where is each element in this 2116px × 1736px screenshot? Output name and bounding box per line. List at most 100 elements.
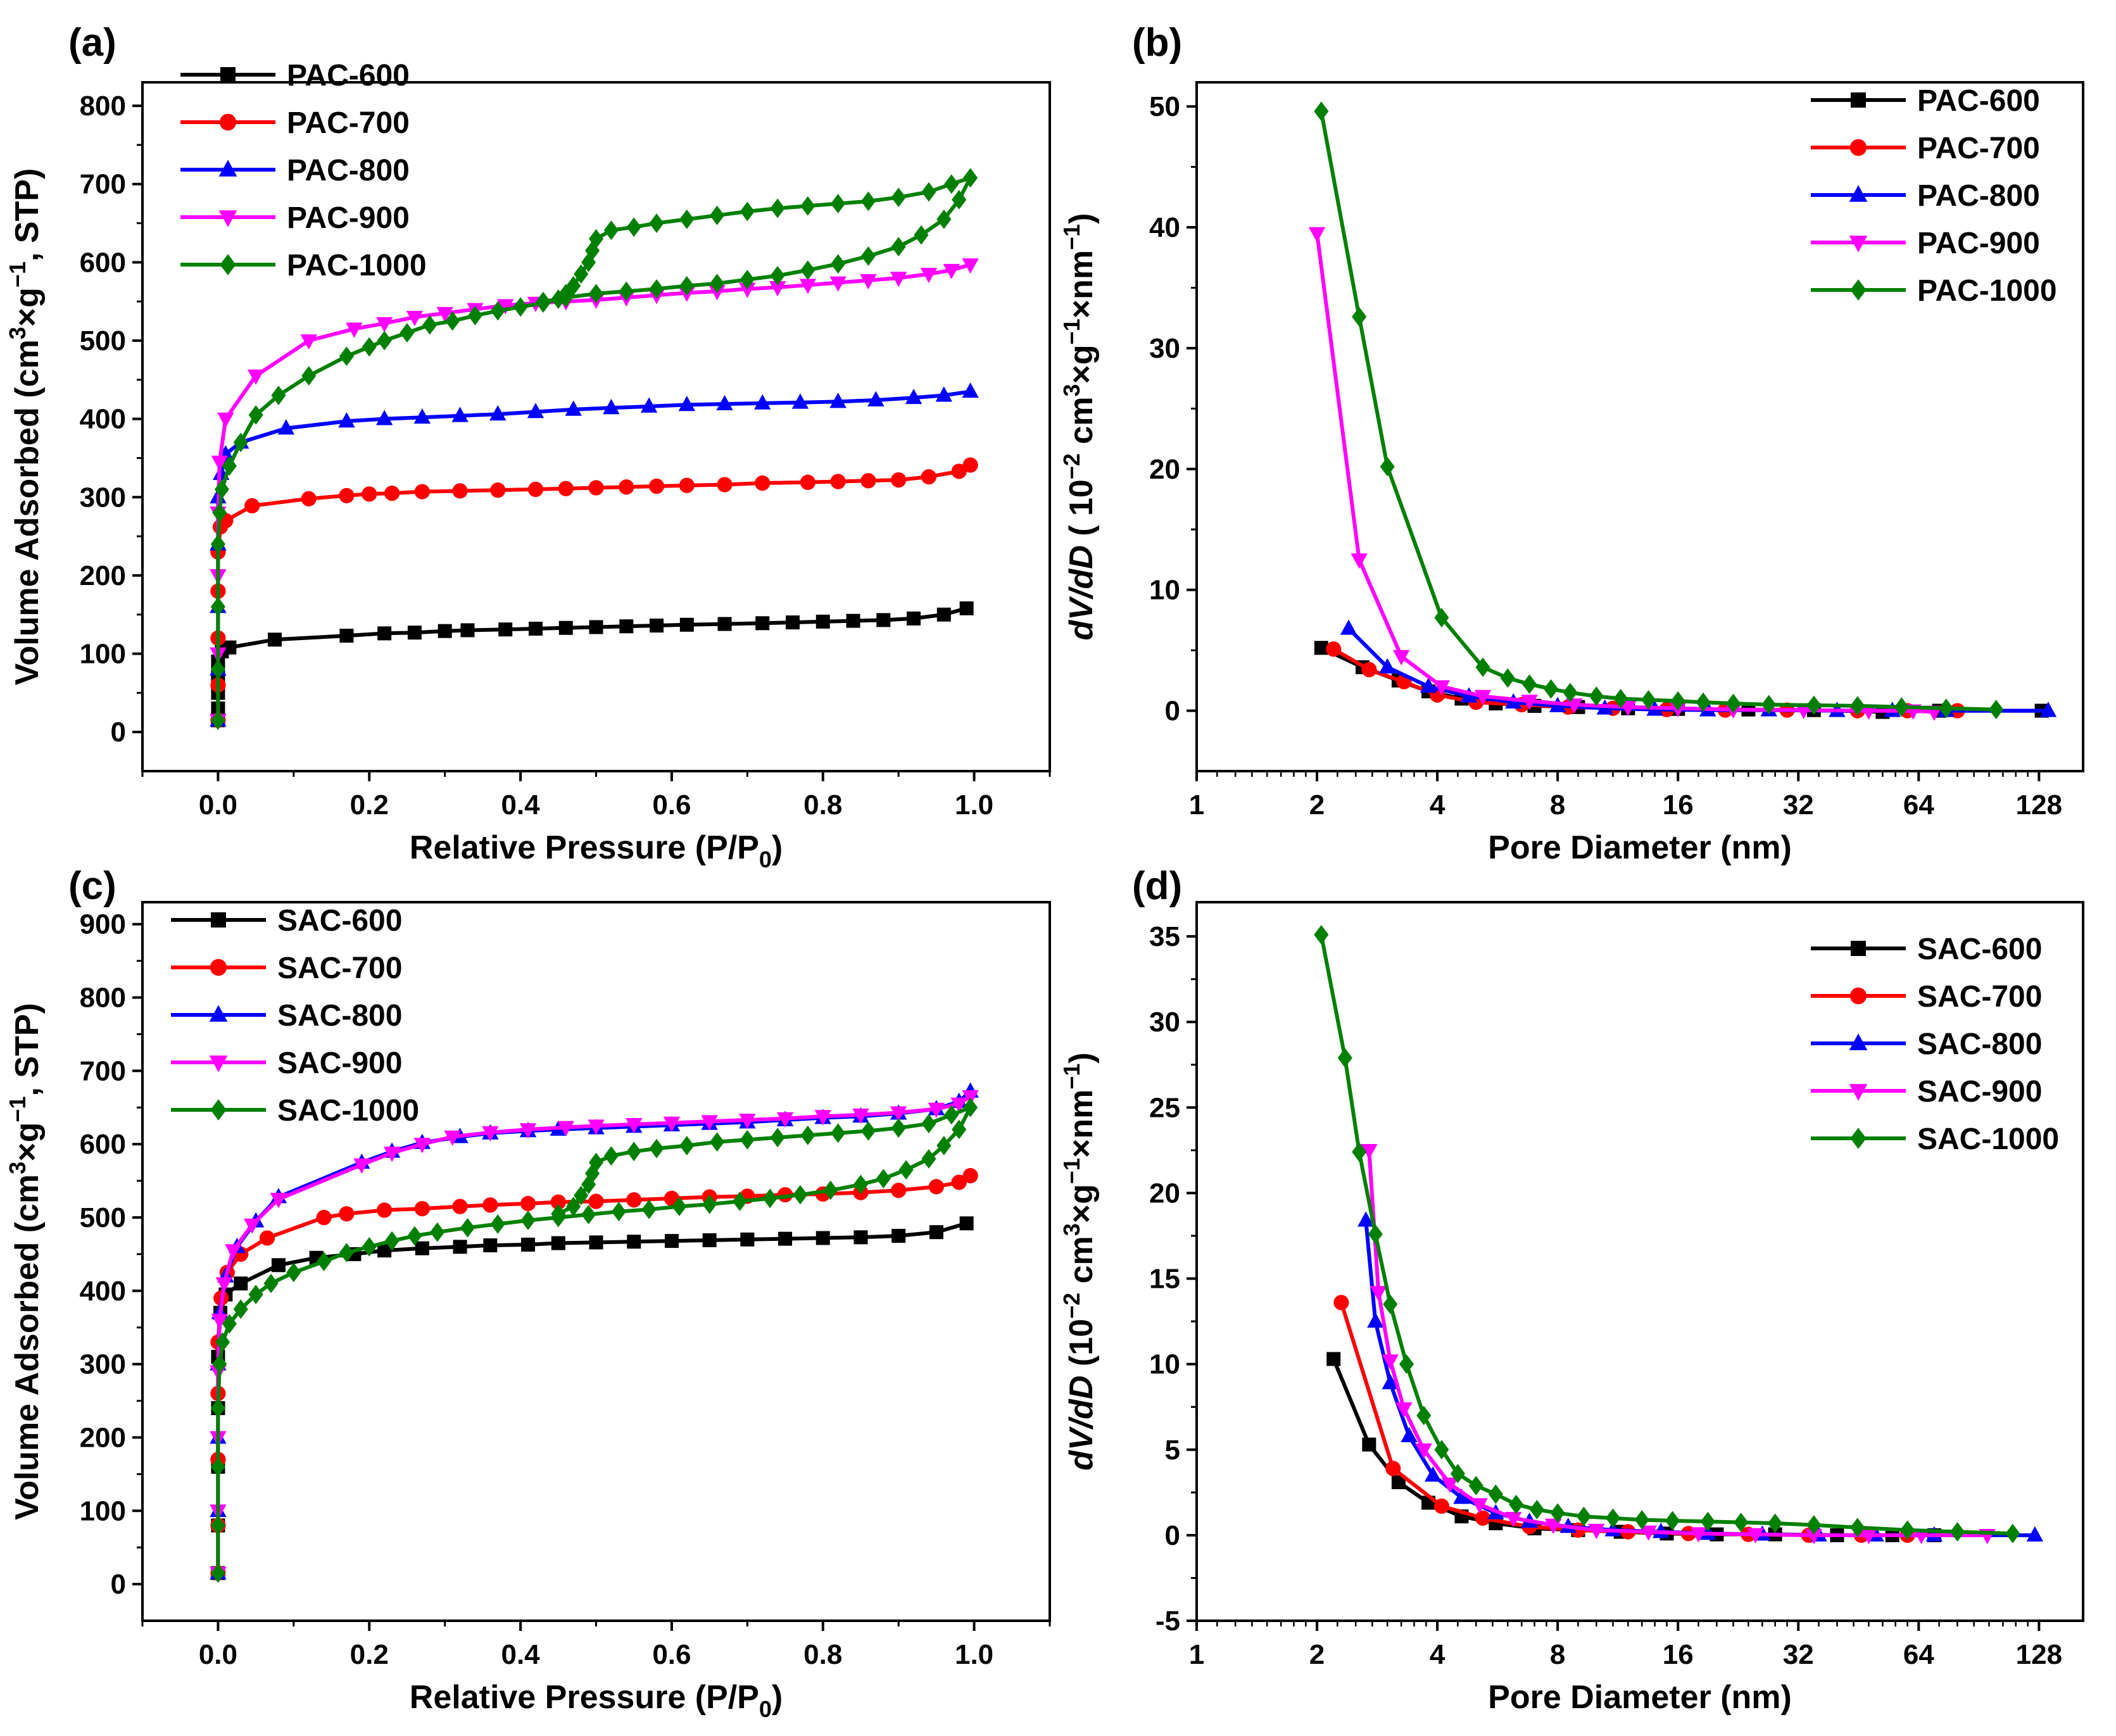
data-point <box>316 1209 332 1226</box>
data-point <box>853 1230 868 1245</box>
data-point <box>233 432 248 453</box>
data-point <box>1314 924 1329 945</box>
legend: SAC-600 SAC-700 SAC-800 SAC-900 SAC-1000 <box>171 904 419 1128</box>
y-tick-label: 40 <box>1149 212 1180 243</box>
data-point <box>641 1199 657 1219</box>
panel-c: 0 100 200 300 400 500 600 700 800 900 0.0 0.2 0.4 0.6… <box>4 864 1051 1722</box>
data-point <box>829 276 847 292</box>
data-point <box>414 1201 430 1217</box>
x-tick-label: 0.8 <box>803 789 842 821</box>
y-tick-label: -5 <box>1156 1606 1180 1637</box>
y-axis-title: Volume Adsorbed (cm3×g−1, STP) <box>4 1003 46 1520</box>
data-point <box>588 284 604 304</box>
data-point <box>1385 1461 1401 1476</box>
data-point <box>225 1244 242 1260</box>
legend-label: SAC-1000 <box>1917 1123 2059 1156</box>
data-point <box>770 1128 785 1148</box>
data-point <box>770 198 785 218</box>
y-tick-label: 100 <box>80 1495 126 1526</box>
data-point <box>1806 1515 1822 1535</box>
data-point <box>739 282 756 298</box>
data-point <box>581 252 596 272</box>
data-point <box>1391 1475 1406 1490</box>
data-point <box>962 258 979 274</box>
data-point <box>650 619 664 633</box>
data-point <box>407 626 422 640</box>
data-point <box>215 1332 230 1352</box>
data-point <box>603 399 620 415</box>
data-point <box>527 403 545 418</box>
legend-marker <box>1849 1084 1868 1101</box>
legend-label: SAC-800 <box>1917 1028 2042 1061</box>
data-point <box>776 1112 794 1128</box>
legend-marker <box>211 912 226 928</box>
data-point <box>1361 1143 1378 1160</box>
data-point <box>1433 1498 1449 1514</box>
data-point <box>210 710 225 731</box>
data-point <box>1529 1499 1544 1519</box>
data-point <box>415 1241 429 1255</box>
y-tick-label: 10 <box>1149 575 1180 606</box>
data-point <box>1401 1426 1418 1443</box>
data-point <box>574 264 589 284</box>
data-point <box>1545 1518 1562 1534</box>
data-point <box>860 1121 876 1141</box>
data-point <box>830 474 846 489</box>
data-point <box>551 289 566 309</box>
legend: PAC-600 PAC-700 PAC-800 PAC-900 PAC-1000 <box>1811 84 2057 308</box>
data-point <box>1850 1518 1865 1538</box>
data-point <box>444 1130 461 1146</box>
data-point <box>413 1138 431 1154</box>
data-point <box>959 1216 974 1231</box>
data-point <box>640 397 658 413</box>
legend-marker <box>1851 92 1866 108</box>
legend-marker <box>1849 236 1868 253</box>
data-point <box>482 1126 499 1142</box>
y-tick-label: 400 <box>80 404 126 435</box>
data-point <box>339 1206 355 1222</box>
data-point <box>377 1243 392 1258</box>
data-point <box>921 469 937 485</box>
data-point <box>574 1185 589 1205</box>
x-tick-label: 8 <box>1550 1639 1565 1670</box>
data-point <box>603 1146 619 1166</box>
data-point <box>963 1097 978 1117</box>
data-point <box>581 1204 596 1224</box>
x-tick-label: 0.8 <box>803 1639 842 1670</box>
data-point <box>1665 1511 1680 1531</box>
data-point <box>831 194 846 214</box>
data-point <box>626 1118 643 1134</box>
data-point <box>710 205 725 225</box>
data-point <box>626 1192 642 1208</box>
data-point <box>891 1118 906 1138</box>
y-tick-label: 600 <box>80 1129 126 1160</box>
legend-marker <box>218 210 237 227</box>
data-point <box>648 478 665 494</box>
data-point <box>270 1193 287 1209</box>
data-point <box>377 330 392 351</box>
series-line <box>216 1095 972 1573</box>
data-point <box>1352 306 1367 327</box>
y-tick-label: 600 <box>80 247 126 278</box>
data-point <box>453 1240 467 1254</box>
data-point <box>649 1138 664 1159</box>
data-point <box>460 623 475 638</box>
data-point <box>384 1231 400 1251</box>
legend-label: SAC-800 <box>277 999 402 1033</box>
x-axis-title: Relative Pressure (P/P0) <box>410 829 783 872</box>
x-tick-label: 1.0 <box>955 1639 993 1670</box>
data-point <box>852 1108 869 1124</box>
data-point <box>452 1198 468 1214</box>
data-point <box>800 260 816 280</box>
legend-marker <box>1850 1128 1867 1149</box>
y-tick-label: 15 <box>1149 1264 1180 1295</box>
y-tick-label: 50 <box>1149 91 1180 122</box>
legend-marker <box>1851 941 1866 956</box>
data-point <box>860 274 877 290</box>
series-line <box>216 175 973 720</box>
x-tick-label: 0.6 <box>652 1639 691 1670</box>
data-point <box>483 1238 498 1253</box>
data-point <box>1805 1528 1823 1545</box>
legend-marker <box>1849 139 1867 156</box>
y-tick-label: 30 <box>1149 1007 1180 1038</box>
